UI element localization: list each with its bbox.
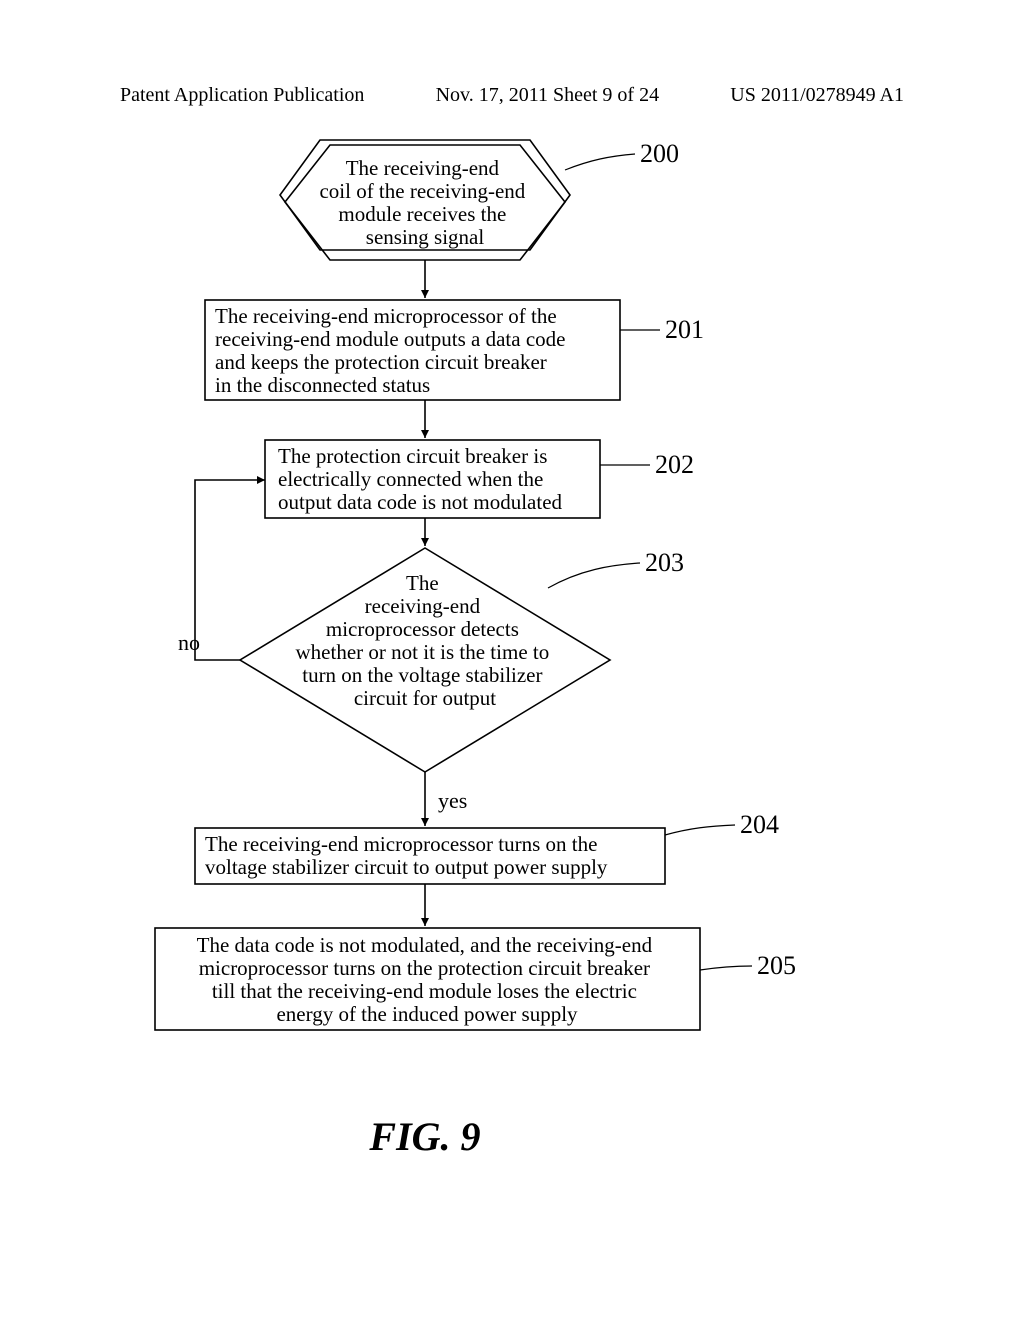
leader-204 <box>665 825 735 835</box>
label-no: no <box>178 630 200 655</box>
ref-205: 205 <box>757 951 796 980</box>
header-right: US 2011/0278949 A1 <box>730 84 904 107</box>
header-left: Patent Application Publication <box>120 84 364 107</box>
leader-200 <box>565 154 635 170</box>
node-200-text: The receiving-end coil of the receiving-… <box>319 156 530 249</box>
ref-200: 200 <box>640 139 679 168</box>
edge-203-no <box>195 480 265 660</box>
node-203-text: The receiving-end microprocessor detects… <box>296 571 555 710</box>
label-yes: yes <box>438 788 467 813</box>
ref-203: 203 <box>645 548 684 577</box>
figure-caption: FIG. 9 <box>368 1114 480 1159</box>
ref-201: 201 <box>665 315 704 344</box>
node-201-text: The receiving-end microprocessor of the … <box>215 304 571 397</box>
page-header: Patent Application Publication Nov. 17, … <box>0 84 1024 107</box>
leader-203 <box>548 563 640 588</box>
node-202-text: The protection circuit breaker is electr… <box>278 444 563 514</box>
ref-204: 204 <box>740 810 779 839</box>
node-204-text: The receiving-end microprocessor turns o… <box>205 832 608 879</box>
header-center: Nov. 17, 2011 Sheet 9 of 24 <box>436 84 660 107</box>
leader-205 <box>700 966 752 970</box>
flowchart: The receiving-end coil of the receiving-… <box>0 120 1024 1320</box>
ref-202: 202 <box>655 450 694 479</box>
node-205-text: The data code is not modulated, and the … <box>197 933 658 1026</box>
